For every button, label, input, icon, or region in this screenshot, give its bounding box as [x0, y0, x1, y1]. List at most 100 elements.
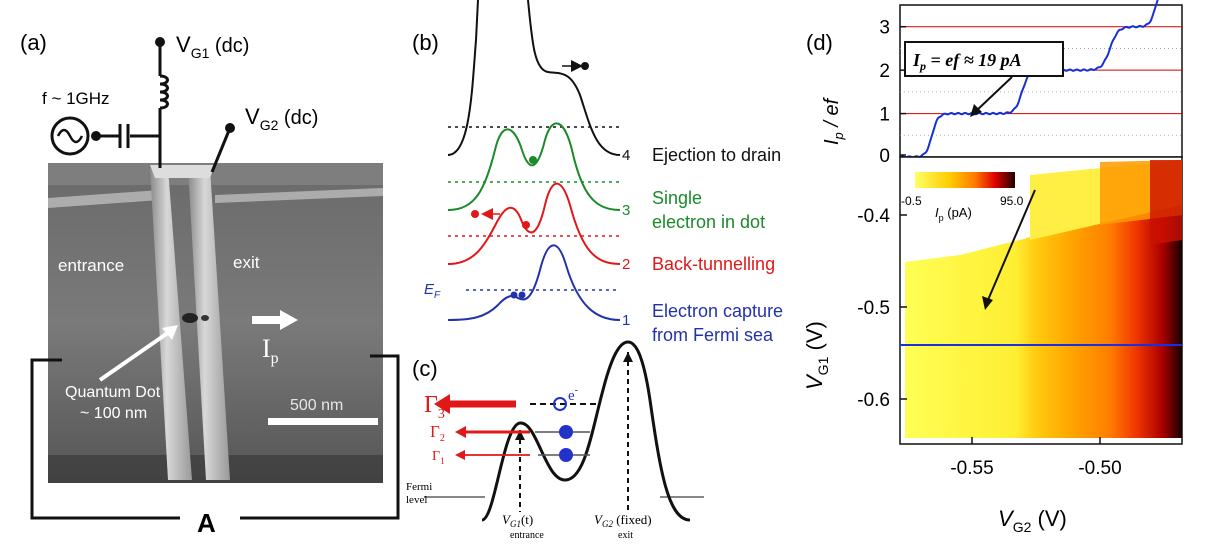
- colorbar: [915, 172, 1015, 188]
- colorbar-min: -0.5: [901, 194, 922, 208]
- ac-source-icon: [50, 116, 90, 156]
- sine-icon: [56, 128, 84, 144]
- hole-electron: [553, 397, 567, 411]
- vg2-dash-arrow: [623, 352, 633, 362]
- ammeter-wire-right: [240, 354, 400, 520]
- sem-stripe-left: [48, 190, 160, 208]
- map-xlabel: VG2 (V): [998, 506, 1067, 535]
- ammeter-wire-left: [30, 358, 180, 520]
- qd-label-2: ~ 100 nm: [80, 405, 147, 422]
- vg2f-under: exit: [618, 530, 633, 541]
- electron-2: [522, 221, 530, 229]
- annotation-arrow: [974, 76, 1013, 113]
- qd-arrowhead: [162, 325, 178, 340]
- map-y-ticks: -0.4 -0.5 -0.6: [857, 206, 907, 411]
- step-4-text: Ejection to drain: [652, 145, 781, 165]
- scale-label: 500 nm: [290, 397, 343, 414]
- gate-exit: [188, 168, 230, 480]
- exit-label: exit: [233, 253, 260, 272]
- gamma3-label: Γ3: [424, 392, 445, 422]
- step-3-num: 3: [622, 202, 630, 219]
- ytick-label: -0.5: [857, 298, 890, 319]
- ytick-label: -0.6: [857, 390, 890, 411]
- inductor: [159, 74, 169, 110]
- cut-arrow: [987, 189, 1036, 301]
- sem-top-band: [48, 163, 383, 185]
- gamma1-arrowhead: [455, 450, 465, 460]
- panel-b: (b) EF 4 3 2 1 Ejection to drain Single: [412, 0, 783, 345]
- vg1t-label: VG1(t): [502, 512, 533, 529]
- vg1-dash-arrow: [515, 430, 525, 440]
- step-2-num: 2: [622, 256, 630, 273]
- step-4-num: 4: [622, 147, 630, 164]
- top-ylabel: Ip / ef: [821, 96, 846, 145]
- quantum-dot-right: [201, 315, 209, 321]
- top-ytick-label: 3: [879, 18, 890, 39]
- potential-3: [447, 122, 621, 211]
- panel-a-label: (a): [20, 30, 47, 55]
- vg2-terminal: [225, 123, 235, 133]
- ip-label: Ip: [262, 334, 279, 367]
- xtick-label: -0.55: [950, 458, 993, 479]
- gamma3-arrowhead: [434, 394, 450, 414]
- map-x-ticks: -0.55 -0.50: [950, 437, 1122, 479]
- potential-2: [447, 182, 621, 265]
- electron-mid: [559, 425, 573, 439]
- ip-arrow-shaft: [252, 316, 282, 324]
- potential-4: [447, 0, 621, 156]
- electron-2-out: [471, 210, 479, 218]
- source-terminal: [91, 131, 101, 141]
- step-1-num: 1: [622, 312, 630, 329]
- electron-label: e-: [568, 385, 578, 404]
- panel-b-label: (b): [412, 30, 439, 55]
- panel-d: (d) 0 1 2 3 Ip / ef Ip = ef ≈ 19 pA -0.5 95…: [802, 0, 1183, 535]
- colorbar-max: 95.0: [1000, 194, 1024, 208]
- map-region-top-red: [1150, 160, 1182, 245]
- quantum-dot: [182, 313, 198, 323]
- ef-label: EF: [424, 281, 441, 301]
- map-region-main: [905, 203, 1182, 438]
- panel-c-label: (c): [412, 356, 438, 381]
- step-1-text-2: from Fermi sea: [652, 325, 774, 345]
- map-ylabel: VG1 (V): [802, 321, 831, 390]
- vg2f-label: VG2 (fixed): [594, 512, 652, 529]
- step-3-text-2: electron in dot: [652, 212, 765, 232]
- step-1-text-1: Electron capture: [652, 301, 783, 321]
- vg1t-under: entrance: [510, 530, 544, 541]
- top-plot-frame: [899, 4, 1183, 158]
- vg1-terminal: [155, 37, 165, 47]
- ammeter-label: A: [197, 508, 216, 538]
- cut-arrowhead: [982, 296, 993, 310]
- step-3-text-1: Single: [652, 188, 702, 208]
- fermi-label-1: Fermi: [406, 481, 432, 493]
- annotation-text: Ip = ef ≈ 19 pA: [912, 50, 1022, 73]
- colorbar-label: Ip (pA): [935, 205, 972, 223]
- annotation-box: [904, 41, 1064, 77]
- potential-1: [447, 244, 621, 321]
- electron-1b: [518, 291, 526, 299]
- scale-bar: [268, 418, 378, 425]
- qd-label-1: Quantum Dot: [65, 384, 161, 401]
- gamma2-arrowhead: [455, 426, 466, 438]
- electron-4: [581, 62, 589, 70]
- gate-top: [150, 165, 215, 178]
- panel-a: (a) 500 nm entrance exit Quantum Dot ~ 1…: [20, 30, 400, 538]
- sem-stripe-right: [215, 188, 383, 203]
- ip-arrowhead: [280, 310, 298, 330]
- map-content: [905, 160, 1182, 438]
- potential-profile: [481, 340, 691, 522]
- ytick-label: -0.4: [857, 206, 890, 227]
- vg1-label: VG1 (dc): [176, 32, 249, 61]
- freq-label: f ~ 1GHz: [42, 89, 110, 108]
- electron-1a: [510, 291, 518, 299]
- entrance-label: entrance: [58, 256, 124, 275]
- electron-low: [559, 448, 573, 462]
- panel-d-label: (d): [806, 30, 833, 55]
- fermi-label-2: level: [406, 494, 427, 506]
- top-ytick-label: 1: [879, 105, 890, 126]
- electron-3: [529, 156, 537, 164]
- step-2-text: Back-tunnelling: [652, 254, 775, 274]
- gamma2-label: Γ2: [430, 422, 445, 444]
- gamma1-label: Γ1: [432, 449, 445, 466]
